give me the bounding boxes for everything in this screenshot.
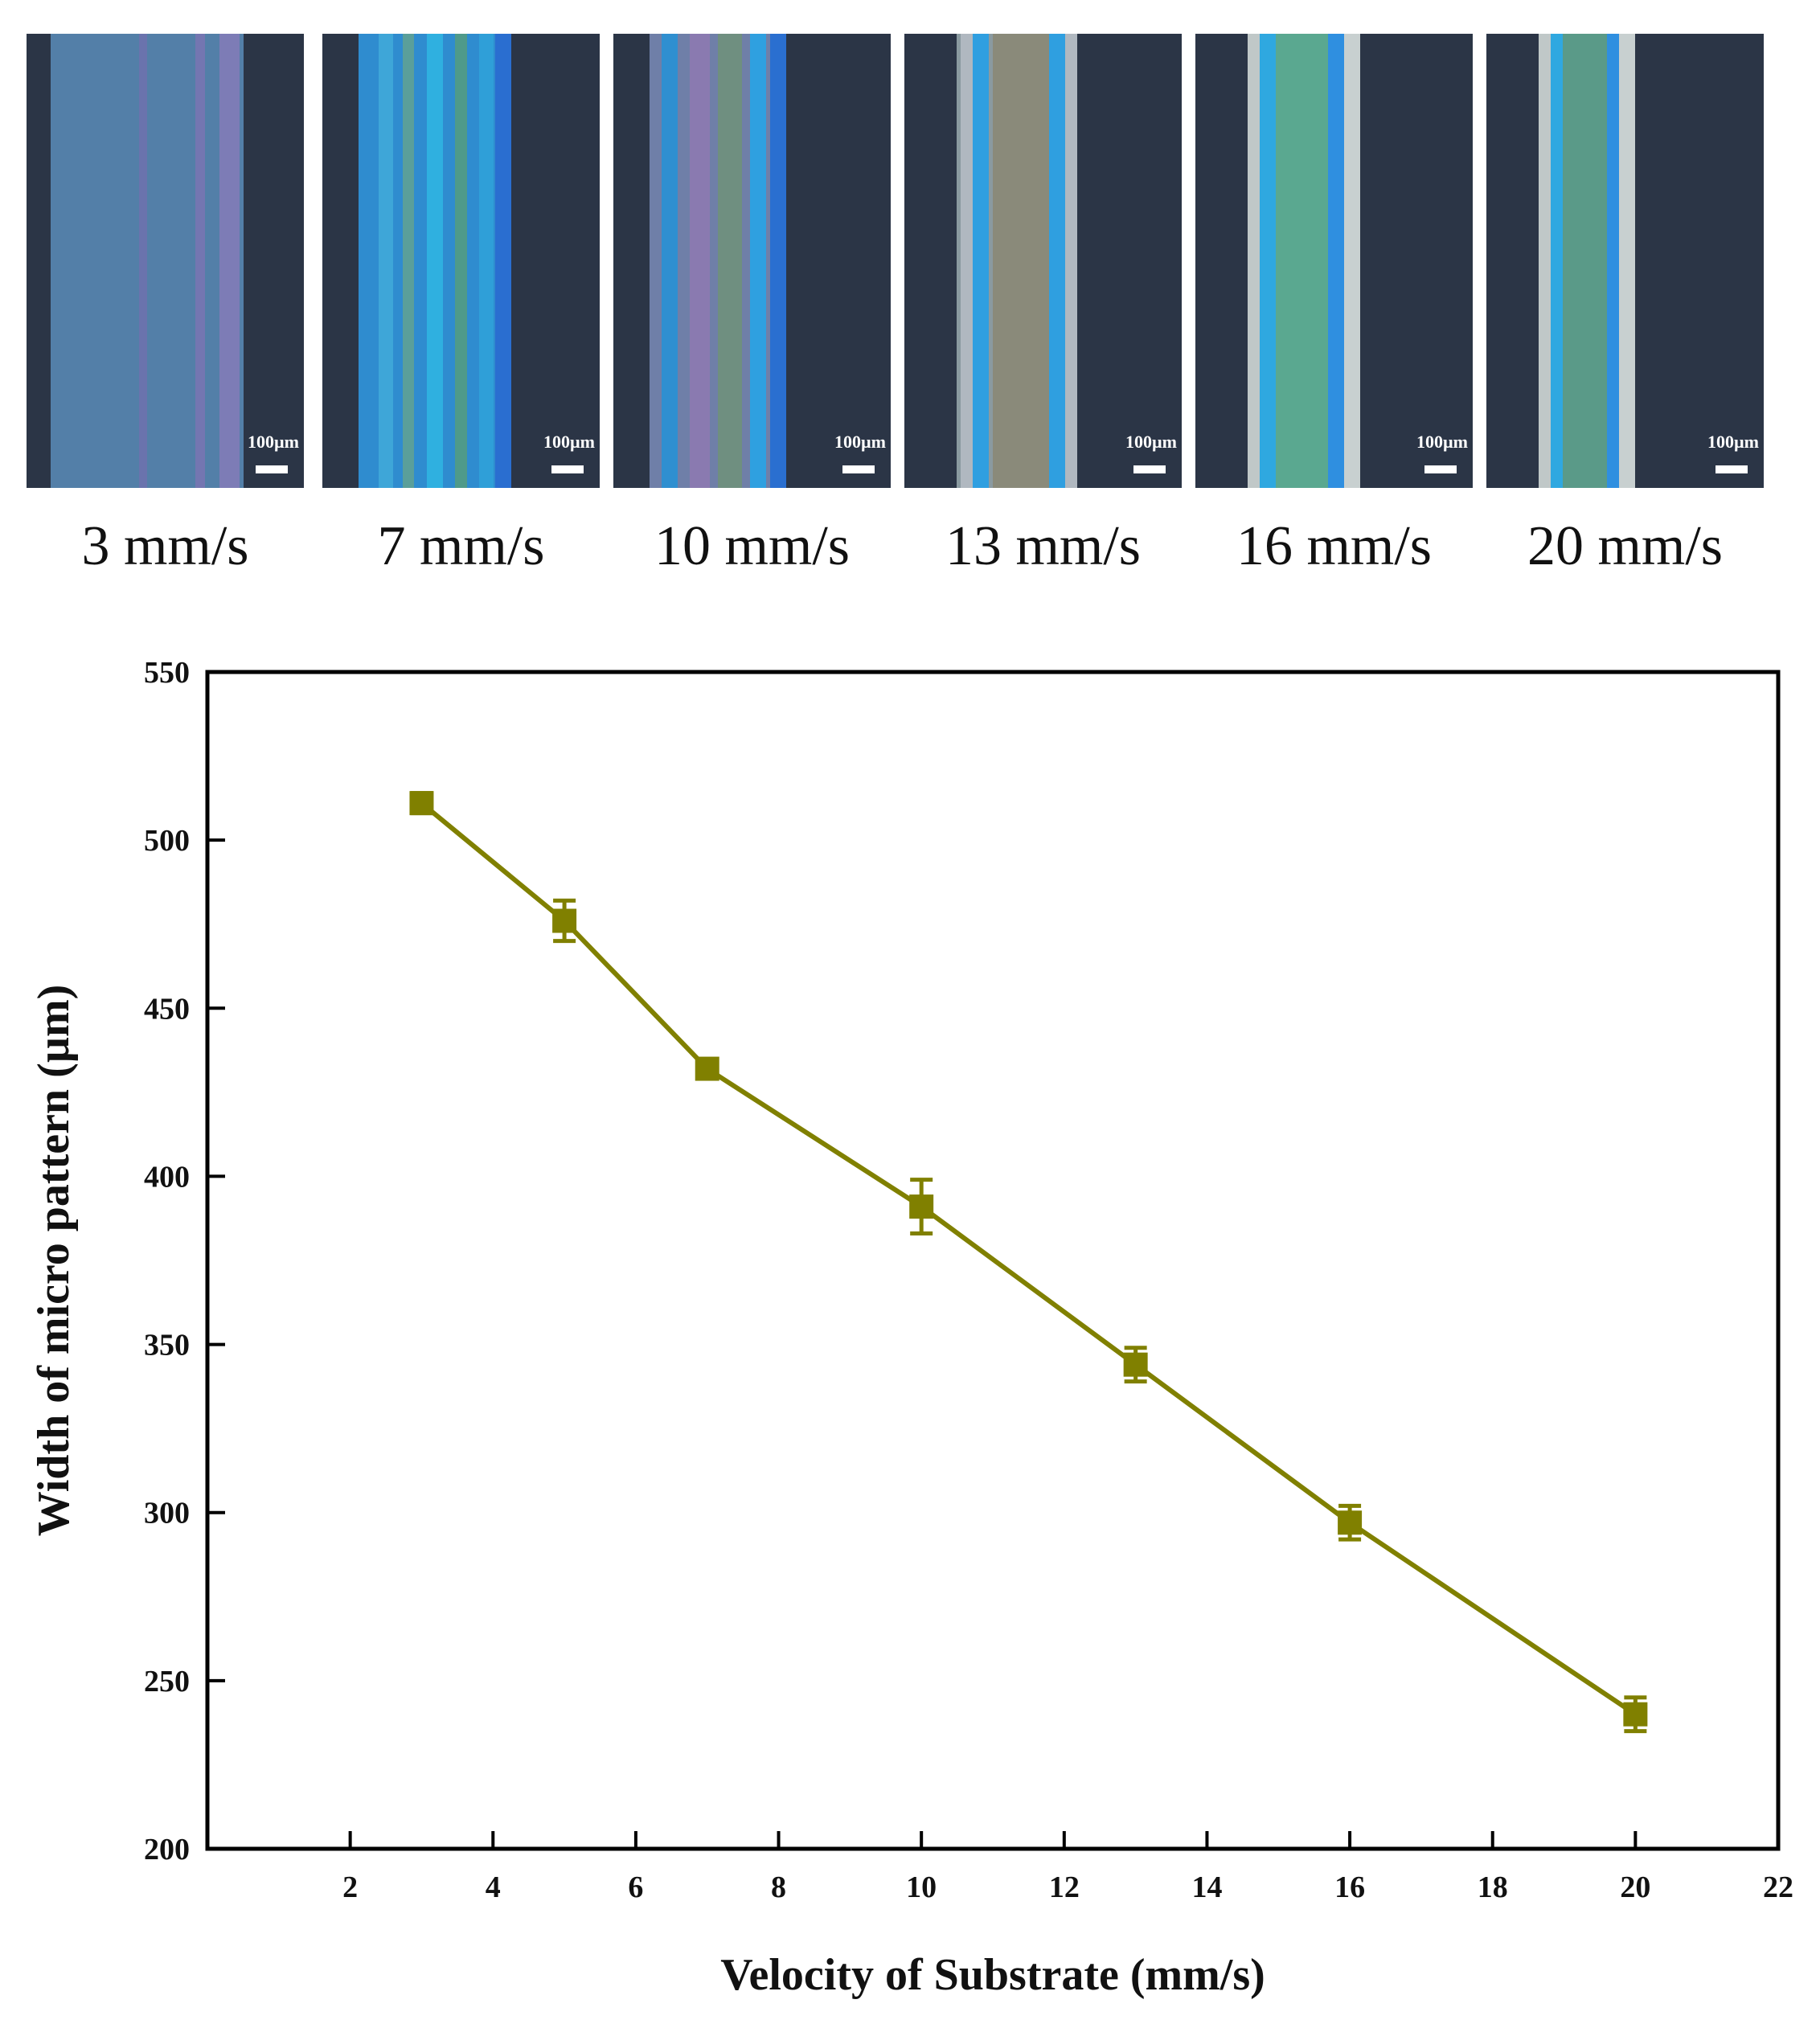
- data-point: [909, 1194, 934, 1219]
- micrograph-20mms: 100µm: [1486, 34, 1764, 488]
- y-tick-label: 550: [144, 656, 190, 690]
- micrograph-image: [322, 34, 600, 488]
- data-point: [1623, 1702, 1648, 1727]
- x-tick-label: 22: [1763, 1870, 1793, 1904]
- data-point: [1123, 1352, 1148, 1377]
- series-line: [420, 801, 1638, 1717]
- y-tick-label: 450: [144, 992, 190, 1026]
- y-tick-label: 200: [144, 1833, 190, 1866]
- scale-bar: [1133, 465, 1166, 473]
- micrograph-16mms: 100µm: [1195, 34, 1473, 488]
- y-tick-label: 350: [144, 1329, 190, 1362]
- x-tick-label: 18: [1478, 1870, 1508, 1904]
- scale-label: 100µm: [543, 432, 595, 452]
- scale-label: 100µm: [1125, 432, 1177, 452]
- y-tick-label: 300: [144, 1497, 190, 1530]
- speed-label-7: 7 mm/s: [377, 515, 545, 577]
- x-tick-label: 6: [628, 1870, 643, 1904]
- scale-label: 100µm: [247, 432, 299, 452]
- scale-bar: [551, 465, 584, 473]
- y-tick-label: 250: [144, 1665, 190, 1698]
- scale-bar: [842, 465, 875, 473]
- data-point: [1338, 1510, 1363, 1535]
- x-tick-label: 14: [1191, 1870, 1222, 1904]
- micrograph-3mms: 100µm: [27, 34, 304, 488]
- speed-label-3: 3 mm/s: [81, 515, 249, 577]
- x-tick-label: 20: [1620, 1870, 1650, 1904]
- speed-label-16: 16 mm/s: [1236, 515, 1433, 577]
- speed-label-10: 10 mm/s: [654, 515, 851, 577]
- x-tick-label: 10: [906, 1870, 937, 1904]
- scale-bar: [256, 465, 288, 473]
- micrograph-image: [1486, 34, 1764, 488]
- x-tick-label: 4: [486, 1870, 501, 1904]
- x-tick-label: 2: [342, 1870, 358, 1904]
- line-chart: 2 4 6 8 10 12 14 16 18 20 22 200 250 300 350 400 450 500 5…: [29, 656, 1793, 2000]
- data-point: [409, 791, 434, 816]
- y-tick-label: 500: [144, 824, 190, 858]
- x-axis-title: Velocity of Substrate (mm/s): [720, 1950, 1265, 2000]
- scale-label: 100µm: [1707, 432, 1759, 452]
- micrograph-row: 100µm 100µm 100µm: [0, 0, 1820, 611]
- data-point: [552, 908, 577, 933]
- micrograph-7mms: 100µm: [322, 34, 600, 488]
- y-tick-label: 400: [144, 1160, 190, 1194]
- micrograph-13mms: 100µm: [904, 34, 1182, 488]
- x-tick-label: 16: [1334, 1870, 1365, 1904]
- micrograph-image: [27, 34, 304, 488]
- x-tick-label: 12: [1049, 1870, 1080, 1904]
- micrograph-10mms: 100µm: [613, 34, 891, 488]
- scale-bar: [1715, 465, 1748, 473]
- scale-label: 100µm: [834, 432, 886, 452]
- data-point: [695, 1056, 719, 1081]
- y-axis-title: Width of micro pattern (µm): [29, 985, 79, 1537]
- micrograph-image: [904, 34, 1182, 488]
- micrograph-image: [613, 34, 891, 488]
- scale-bar: [1424, 465, 1457, 473]
- speed-label-13: 13 mm/s: [945, 515, 1142, 577]
- x-tick-label: 8: [771, 1870, 786, 1904]
- speed-label-20: 20 mm/s: [1527, 515, 1724, 577]
- plot-frame: [205, 670, 1781, 1851]
- micrograph-image: [1195, 34, 1473, 488]
- scale-label: 100µm: [1416, 432, 1468, 452]
